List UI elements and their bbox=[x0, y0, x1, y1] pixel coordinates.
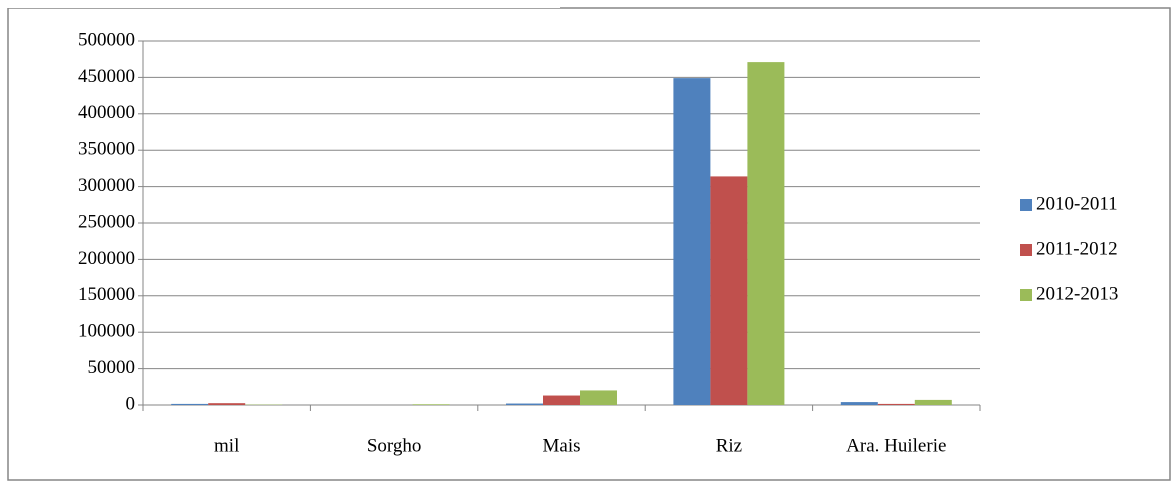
bar bbox=[580, 390, 617, 405]
chart-frame bbox=[7, 7, 1171, 481]
y-tick-label: 50000 bbox=[88, 357, 136, 378]
y-tick-label: 450000 bbox=[78, 66, 135, 87]
y-tick-label: 300000 bbox=[78, 175, 135, 196]
legend-swatch bbox=[1020, 244, 1032, 256]
legend-label: 2011-2012 bbox=[1036, 238, 1118, 259]
bar bbox=[914, 399, 952, 405]
legend-label: 2010-2011 bbox=[1036, 193, 1118, 214]
y-tick-label: 200000 bbox=[78, 248, 135, 269]
y-tick-label: 150000 bbox=[78, 284, 135, 305]
bar bbox=[543, 395, 580, 405]
legend-swatch bbox=[1020, 289, 1032, 301]
bar bbox=[710, 176, 748, 405]
y-tick-label: 350000 bbox=[78, 139, 135, 160]
y-tick-label: 250000 bbox=[78, 211, 135, 232]
y-tick-label: 100000 bbox=[78, 321, 135, 342]
x-tick-label: Sorgho bbox=[367, 435, 422, 456]
bar bbox=[412, 404, 450, 405]
bar bbox=[171, 403, 209, 405]
y-tick-label: 0 bbox=[126, 393, 136, 414]
x-tick-label: Ara. Huilerie bbox=[846, 435, 946, 456]
bar bbox=[506, 403, 543, 405]
bar bbox=[840, 402, 878, 405]
title-crop bbox=[0, 0, 560, 8]
y-tick-label: 400000 bbox=[78, 102, 135, 123]
bar bbox=[208, 403, 246, 405]
legend-label: 2012-2013 bbox=[1036, 283, 1118, 304]
y-tick-label: 500000 bbox=[78, 29, 135, 50]
bar bbox=[877, 403, 915, 405]
bar bbox=[673, 78, 711, 406]
legend-swatch bbox=[1020, 199, 1032, 211]
x-tick-label: Riz bbox=[716, 435, 742, 456]
x-tick-label: mil bbox=[214, 435, 239, 456]
bar bbox=[747, 62, 785, 405]
x-tick-label: Mais bbox=[543, 435, 581, 456]
